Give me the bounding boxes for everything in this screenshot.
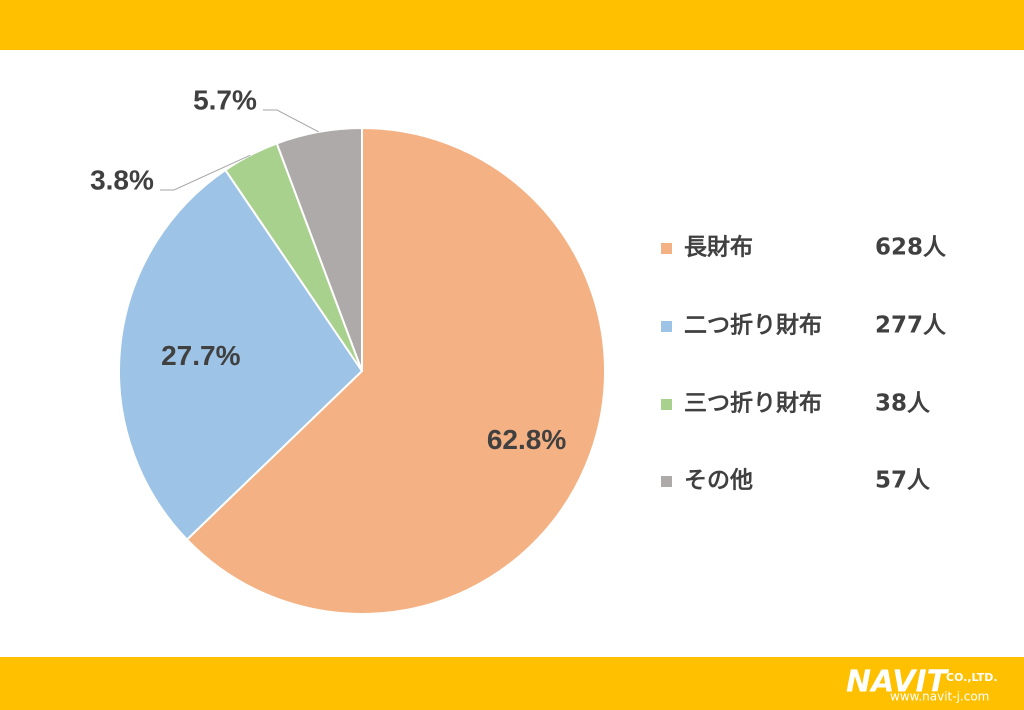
data-label: 5.7% [193,84,257,115]
top-band [0,0,1024,50]
pie-slice [185,126,606,615]
leader-line [263,109,319,133]
brand: NAVIT [846,665,950,700]
data-label: 27.7% [161,340,240,371]
legend-count: 628人 [875,235,947,261]
pie-slice [118,168,364,541]
legend-label: その他 [684,468,753,494]
legend-swatch [661,399,672,410]
data-label: 62.8% [487,424,566,455]
url: www.navit-j.com [890,690,989,704]
legend-label: 三つ折り財布 [684,390,822,417]
legend-count: 38人 [875,391,931,417]
legend-swatch [661,476,672,487]
pie-slice [275,126,363,372]
legend-count: 57人 [875,468,931,494]
legend-label: 長財布 [684,234,753,261]
brand-suffix: CO.,LTD. [946,671,998,684]
legend-swatch [661,243,672,254]
legend-swatch [661,321,672,332]
data-label: 3.8% [90,164,154,195]
legend-count: 277人 [875,313,947,339]
bottom-band [0,657,1024,710]
legend-label: 二つ折り財布 [684,312,822,339]
leader-line [160,154,251,191]
